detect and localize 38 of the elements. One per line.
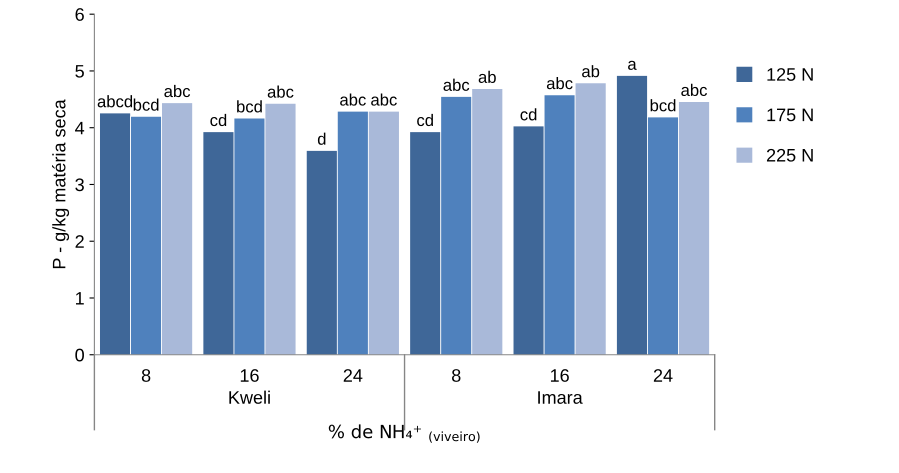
data-label: bcd — [650, 99, 676, 112]
x-tick-label: 24 — [344, 369, 362, 382]
data-label: abc — [444, 78, 470, 91]
legend-label: 175 N — [767, 108, 813, 122]
data-label: ab — [582, 65, 600, 78]
data-label: ab — [478, 70, 496, 83]
x-tick-label: 24 — [654, 369, 673, 382]
y-tick-label: 6 — [76, 8, 84, 21]
y-tick-label: 1 — [76, 292, 84, 305]
y-tick-label: 4 — [75, 122, 84, 134]
legend-label: 225 N — [766, 148, 813, 162]
data-label: abc — [371, 93, 397, 106]
data-label: a — [628, 60, 637, 70]
text: Kweli — [229, 390, 270, 404]
x-tick-label: 8 — [452, 369, 460, 382]
data-label: cd — [417, 114, 433, 126]
y-tick-label: 5 — [75, 65, 84, 78]
data-label: bcd — [237, 100, 262, 112]
data-label: abc — [681, 84, 708, 96]
data-label: abcd — [98, 95, 132, 108]
data-label: d — [318, 132, 326, 145]
data-label: bcd — [134, 98, 158, 111]
legend-label: 125 N — [767, 68, 813, 81]
y-tick-label: 0 — [75, 348, 84, 362]
y-tick-label: 3 — [75, 178, 84, 192]
y-tick-label: 2 — [76, 235, 84, 248]
x-tick-label: 16 — [550, 369, 569, 382]
x-tick-label: 8 — [142, 369, 150, 382]
x-tick-label: 16 — [240, 369, 259, 382]
x-axis-title: % de NH₄⁺ $_{(viveiro)}$ — [328, 424, 480, 443]
data-label: cd — [520, 108, 536, 120]
data-label: abc — [164, 84, 190, 98]
data-label: abc — [340, 93, 366, 106]
y-axis-title: P - g/kg matéria seca — [52, 99, 70, 268]
text: Imara — [538, 391, 583, 404]
data-label: abc — [546, 76, 573, 90]
data-label: abc — [268, 85, 294, 98]
data-label: cd — [210, 114, 226, 126]
